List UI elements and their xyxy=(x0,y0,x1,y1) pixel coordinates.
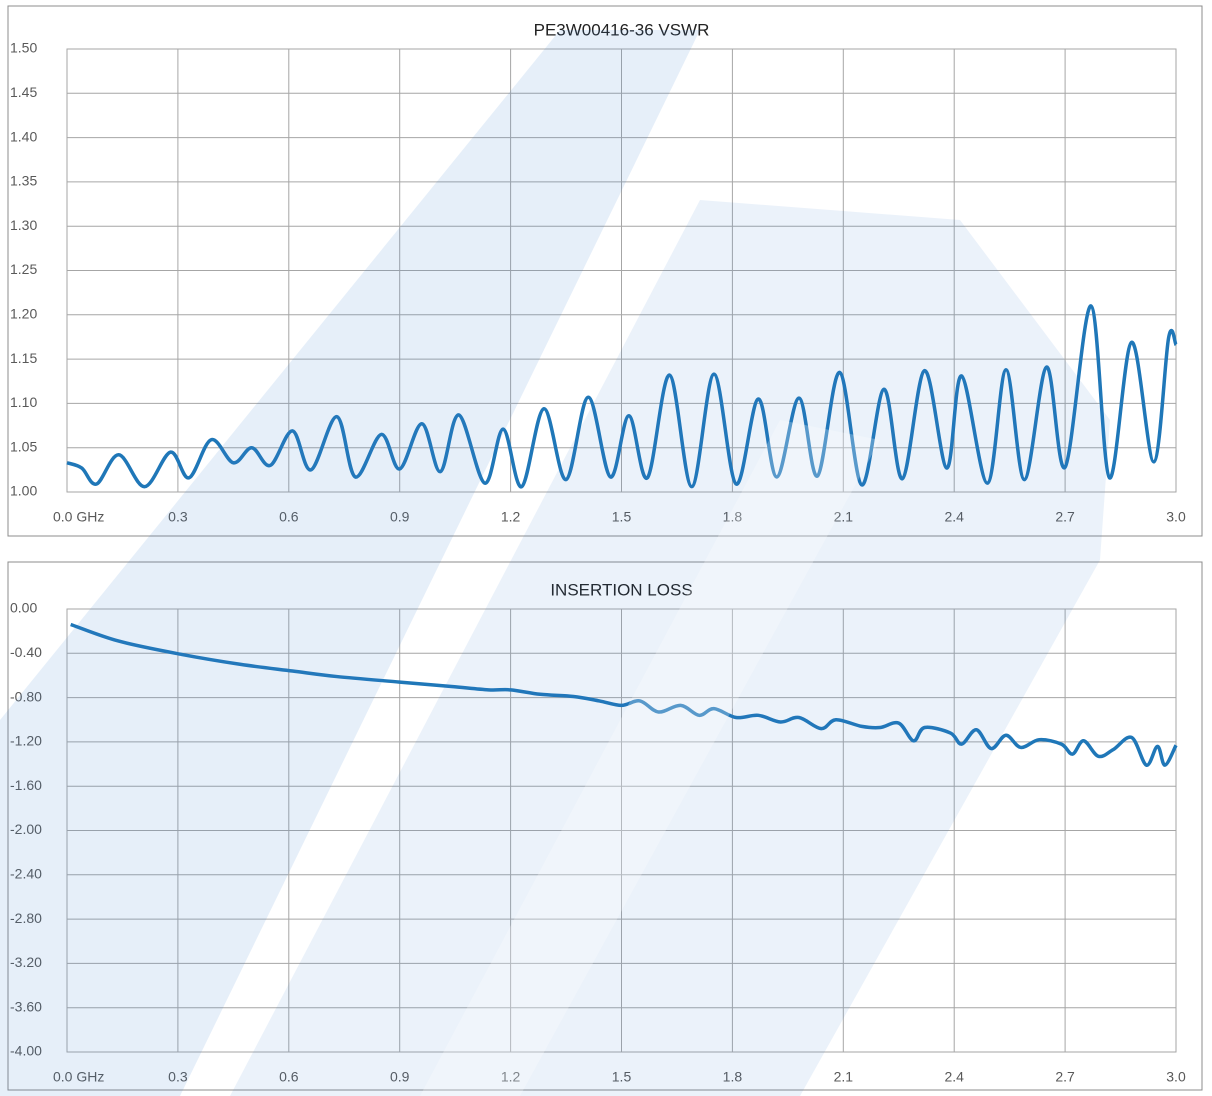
y-tick-label: 1.10 xyxy=(10,394,37,410)
x-tick-label: 0.0 GHz xyxy=(53,1069,104,1085)
y-tick-label: 1.25 xyxy=(10,261,37,277)
x-tick-label: 1.2 xyxy=(501,509,521,525)
x-tick-label: 3.0 xyxy=(1166,509,1186,525)
x-tick-label: 0.9 xyxy=(390,1069,410,1085)
chart-title: PE3W00416-36 VSWR xyxy=(534,20,710,39)
y-tick-label: -2.00 xyxy=(10,821,42,837)
x-tick-label: 0.9 xyxy=(390,509,410,525)
x-tick-label: 1.2 xyxy=(501,1069,521,1085)
x-tick-label: 2.4 xyxy=(944,1069,964,1085)
data-line xyxy=(70,622,1178,767)
y-tick-label: 1.35 xyxy=(10,173,37,189)
x-tick-label: 1.8 xyxy=(723,1069,743,1085)
y-tick-label: -2.80 xyxy=(10,910,42,926)
chart-frame xyxy=(7,561,1203,1091)
y-tick-label: 1.05 xyxy=(10,438,37,454)
y-tick-label: -0.80 xyxy=(10,688,42,704)
x-tick-label: 1.8 xyxy=(723,509,743,525)
x-tick-label: 2.7 xyxy=(1055,1069,1075,1085)
y-tick-label: -4.00 xyxy=(10,1043,42,1059)
x-tick-label: 2.1 xyxy=(834,509,854,525)
x-tick-label: 0.6 xyxy=(279,509,299,525)
y-tick-label: -2.40 xyxy=(10,866,42,882)
y-tick-label: 1.30 xyxy=(10,217,37,233)
x-tick-label: 0.0 GHz xyxy=(53,509,104,525)
x-tick-label: 2.7 xyxy=(1055,509,1075,525)
y-tick-label: 1.20 xyxy=(10,306,37,322)
data-line xyxy=(66,304,1178,489)
y-tick-label: -1.60 xyxy=(10,777,42,793)
x-tick-label: 1.5 xyxy=(612,1069,632,1085)
y-tick-label: -0.40 xyxy=(10,644,42,660)
y-tick-label: 1.00 xyxy=(10,483,37,499)
x-tick-label: 2.4 xyxy=(944,509,964,525)
y-tick-label: 1.50 xyxy=(10,40,37,56)
y-tick-label: -1.20 xyxy=(10,733,42,749)
x-tick-label: 0.6 xyxy=(279,1069,299,1085)
insertion-loss-chart: INSERTION LOSS -4.00 -3.60 -3.20 -2.80 -2.40 -… xyxy=(7,561,1203,1091)
y-tick-label: 1.45 xyxy=(10,84,37,100)
x-tick-label: 0.3 xyxy=(168,1069,188,1085)
y-tick-label: 0.00 xyxy=(10,600,37,616)
y-tick-label: 1.40 xyxy=(10,128,37,144)
x-tick-label: 2.1 xyxy=(834,1069,854,1085)
plot-frame xyxy=(66,48,1177,493)
chart-title: INSERTION LOSS xyxy=(550,580,692,599)
x-tick-label: 1.5 xyxy=(612,509,632,525)
x-tick-label: 3.0 xyxy=(1166,1069,1186,1085)
vswr-chart: PE3W00416-36 VSWR 1.00 1.05 1.10 1.15 1.20 1.2… xyxy=(7,5,1203,537)
x-tick-label: 0.3 xyxy=(168,509,188,525)
y-tick-label: 1.15 xyxy=(10,350,37,366)
y-tick-label: -3.20 xyxy=(10,954,42,970)
y-tick-label: -3.60 xyxy=(10,998,42,1014)
plot-frame xyxy=(66,608,1177,1053)
